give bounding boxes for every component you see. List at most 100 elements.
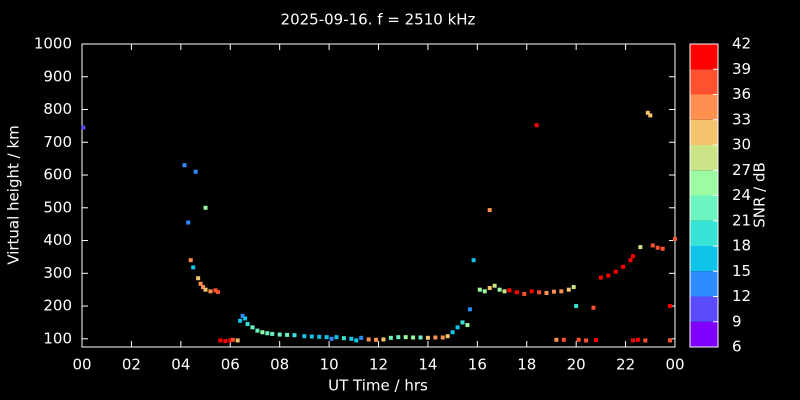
- data-point: [668, 338, 673, 343]
- data-point: [198, 281, 203, 286]
- data-point: [250, 325, 255, 330]
- data-point: [186, 220, 191, 225]
- colorbar-band: [690, 220, 718, 246]
- data-point: [522, 291, 527, 296]
- data-point: [559, 289, 564, 294]
- x-tick-label: 00: [665, 356, 684, 374]
- data-point: [635, 337, 640, 342]
- data-point: [349, 336, 354, 341]
- colorbar-tick-label: 36: [732, 85, 751, 103]
- data-point: [292, 333, 297, 338]
- y-tick-label: 200: [43, 297, 72, 315]
- data-point: [645, 110, 650, 115]
- data-point: [593, 338, 598, 343]
- data-point: [655, 245, 660, 250]
- data-point: [574, 304, 579, 309]
- data-point: [460, 320, 465, 325]
- data-point: [440, 335, 445, 340]
- x-tick-label: 10: [320, 356, 339, 374]
- data-point: [606, 273, 611, 278]
- colorbar-band: [690, 94, 718, 120]
- y-tick-label: 700: [43, 133, 72, 151]
- data-point: [648, 113, 653, 118]
- colorbar-band: [690, 145, 718, 171]
- data-point: [537, 290, 542, 295]
- colorbar-tick-label: 30: [732, 136, 751, 154]
- colorbar-band: [690, 195, 718, 221]
- colorbar-band: [690, 44, 718, 70]
- data-point: [643, 338, 648, 343]
- y-tick-label: 800: [43, 100, 72, 118]
- y-tick-label: 500: [43, 198, 72, 216]
- data-point: [203, 205, 208, 210]
- data-point: [534, 123, 539, 128]
- colorbar-tick-label: 27: [732, 161, 751, 179]
- data-point: [638, 245, 643, 250]
- data-point: [482, 289, 487, 294]
- colorbar-band: [690, 271, 718, 297]
- data-point: [477, 287, 482, 292]
- data-point: [230, 337, 235, 342]
- colorbar-band: [690, 119, 718, 145]
- y-axis-label: Virtual height / km: [5, 125, 23, 264]
- data-point: [630, 338, 635, 343]
- data-point: [673, 236, 677, 241]
- data-point: [554, 337, 559, 342]
- x-tick-label: 12: [369, 356, 388, 374]
- data-point: [277, 332, 282, 337]
- data-point: [591, 305, 596, 310]
- colorbar-tick-label: 42: [732, 35, 751, 53]
- data-point: [213, 288, 218, 293]
- data-point: [381, 337, 386, 342]
- data-point: [203, 287, 208, 292]
- data-point: [260, 330, 265, 335]
- data-point: [529, 289, 534, 294]
- data-point: [188, 258, 193, 263]
- data-point: [341, 336, 346, 341]
- x-tick-label: 20: [567, 356, 586, 374]
- data-point: [628, 258, 633, 263]
- data-point: [243, 316, 248, 321]
- data-point: [324, 335, 329, 340]
- y-tick-label: 400: [43, 231, 72, 249]
- data-point: [621, 264, 626, 269]
- data-point: [223, 339, 228, 344]
- data-point: [265, 331, 270, 336]
- x-axis-label: UT Time / hrs: [328, 377, 428, 395]
- data-point: [359, 335, 364, 340]
- data-point: [218, 338, 223, 343]
- data-point: [465, 323, 470, 328]
- data-point: [576, 337, 581, 342]
- data-point: [571, 285, 576, 290]
- data-point: [285, 332, 290, 337]
- x-tick-label: 04: [171, 356, 190, 374]
- y-tick-label: 100: [43, 329, 72, 347]
- data-point: [455, 325, 460, 330]
- data-point: [613, 269, 618, 274]
- data-point: [366, 337, 371, 342]
- data-point: [354, 338, 359, 343]
- colorbar-tick-label: 33: [732, 110, 751, 128]
- data-point: [317, 334, 322, 339]
- data-point: [191, 265, 196, 270]
- data-point: [215, 289, 220, 294]
- y-tick-label: 300: [43, 264, 72, 282]
- x-tick-label: 06: [221, 356, 240, 374]
- data-point: [208, 289, 213, 294]
- data-point: [502, 289, 507, 294]
- data-point: [240, 313, 245, 318]
- data-point: [445, 334, 450, 339]
- data-point: [411, 335, 416, 340]
- data-point: [374, 337, 379, 342]
- data-point: [238, 318, 243, 323]
- data-point: [193, 169, 198, 174]
- x-tick-label: 08: [270, 356, 289, 374]
- colorbar-band: [690, 296, 718, 322]
- data-point: [561, 337, 566, 342]
- data-point: [228, 338, 233, 343]
- colorbar-tick-label: 24: [732, 186, 751, 204]
- data-point: [668, 304, 673, 309]
- data-point: [245, 322, 250, 327]
- data-point: [201, 285, 206, 290]
